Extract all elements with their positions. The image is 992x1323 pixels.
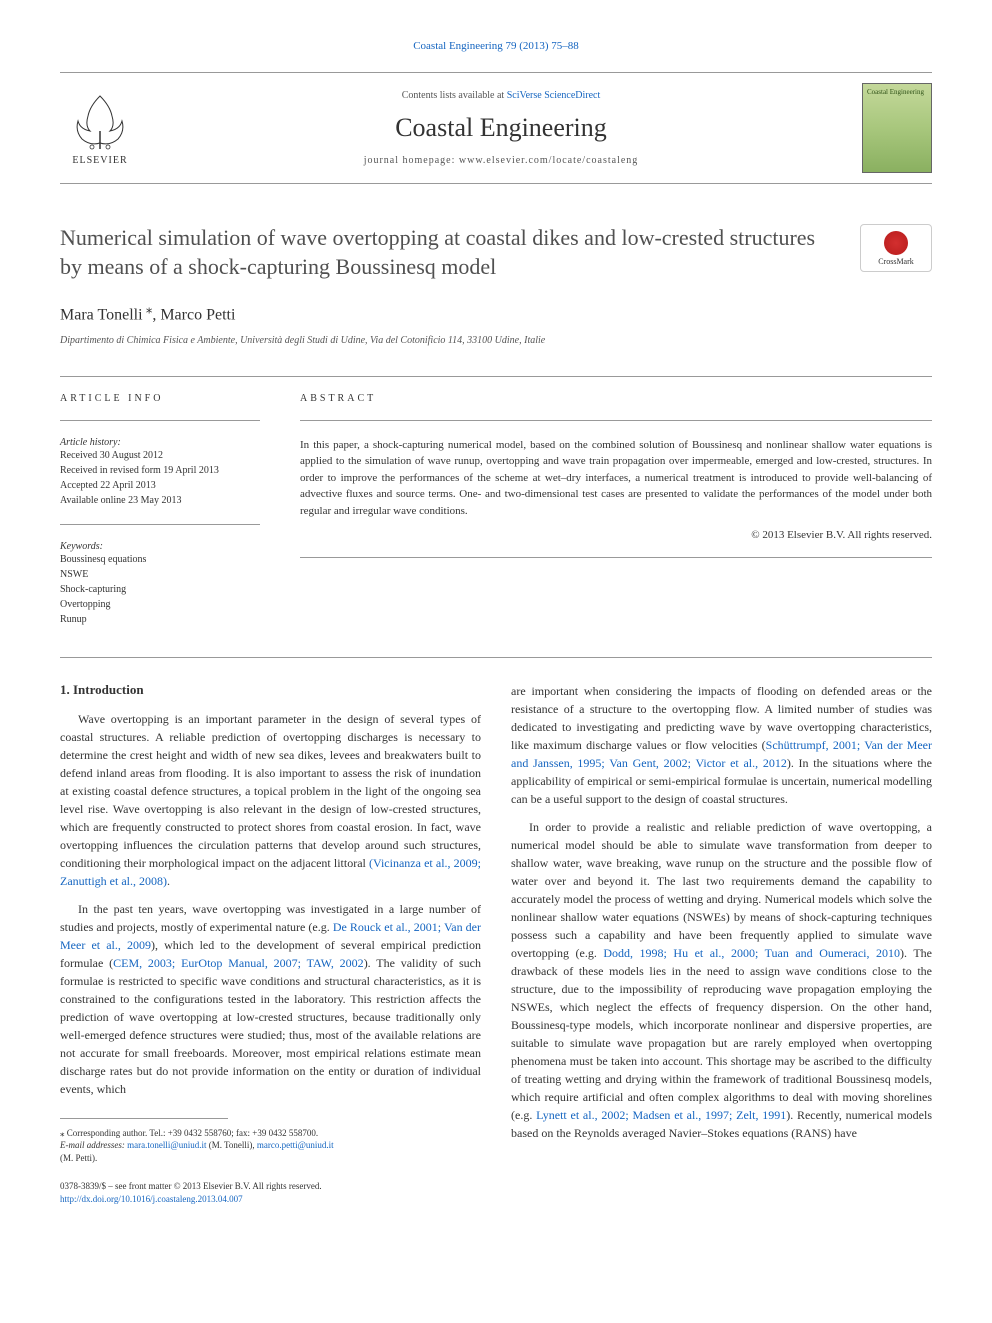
- keyword: Shock-capturing: [60, 582, 260, 597]
- journal-citation-link[interactable]: Coastal Engineering 79 (2013) 75–88: [60, 40, 932, 52]
- history-item: Available online 23 May 2013: [60, 493, 260, 508]
- right-column: are important when considering the impac…: [511, 682, 932, 1206]
- elsevier-tree-icon: [70, 91, 130, 151]
- publisher-name: ELSEVIER: [72, 155, 127, 166]
- email-footnote-name: (M. Petti).: [60, 1152, 481, 1165]
- keyword: Overtopping: [60, 597, 260, 612]
- keyword: Boussinesq equations: [60, 552, 260, 567]
- crossmark-icon: [884, 231, 908, 255]
- email-link[interactable]: mara.tonelli@uniud.it: [127, 1140, 206, 1150]
- keyword: Runup: [60, 612, 260, 627]
- history-item: Received 30 August 2012: [60, 448, 260, 463]
- body-paragraph: In the past ten years, wave overtopping …: [60, 900, 481, 1098]
- scidirect-link[interactable]: SciVerse ScienceDirect: [507, 90, 601, 101]
- doi-link[interactable]: http://dx.doi.org/10.1016/j.coastaleng.2…: [60, 1194, 243, 1204]
- article-info-heading: ARTICLE INFO: [60, 393, 260, 404]
- citation-link[interactable]: Lynett et al., 2002; Madsen et al., 1997…: [536, 1108, 786, 1122]
- citation-link[interactable]: CEM, 2003; EurOtop Manual, 2007; TAW, 20…: [113, 956, 364, 970]
- section-divider: [60, 657, 932, 658]
- journal-header: ELSEVIER Contents lists available at Sci…: [60, 72, 932, 184]
- footer-info: 0378-3839/$ – see front matter © 2013 El…: [60, 1180, 481, 1205]
- keywords-label: Keywords:: [60, 541, 260, 552]
- history-item: Received in revised form 19 April 2013: [60, 463, 260, 478]
- footnote-separator: [60, 1118, 228, 1119]
- corresponding-marker: ⁎: [143, 301, 153, 316]
- journal-name: Coastal Engineering: [140, 113, 862, 143]
- history-label: Article history:: [60, 437, 260, 448]
- contents-line: Contents lists available at SciVerse Sci…: [140, 90, 862, 101]
- affiliation: Dipartimento di Chimica Fisica e Ambient…: [60, 335, 932, 346]
- article-info-panel: ARTICLE INFO Article history: Received 3…: [60, 393, 260, 627]
- abstract-panel: ABSTRACT In this paper, a shock-capturin…: [300, 393, 932, 627]
- body-paragraph: Wave overtopping is an important paramet…: [60, 710, 481, 890]
- crossmark-badge[interactable]: CrossMark: [860, 224, 932, 272]
- body-paragraph: In order to provide a realistic and reli…: [511, 818, 932, 1142]
- publisher-logo[interactable]: ELSEVIER: [60, 83, 140, 173]
- author-name[interactable]: Marco Petti: [160, 307, 235, 324]
- citation-link[interactable]: Dodd, 1998; Hu et al., 2000; Tuan and Ou…: [603, 946, 900, 960]
- section-heading: 1. Introduction: [60, 682, 481, 698]
- author-list: Mara Tonelli ⁎, Marco Petti: [60, 301, 932, 324]
- crossmark-label: CrossMark: [878, 257, 914, 266]
- author-name[interactable]: Mara Tonelli: [60, 307, 143, 324]
- section-divider: [60, 376, 932, 377]
- email-footnote: E-mail addresses: mara.tonelli@uniud.it …: [60, 1139, 481, 1152]
- abstract-copyright: © 2013 Elsevier B.V. All rights reserved…: [300, 529, 932, 541]
- left-column: 1. Introduction Wave overtopping is an i…: [60, 682, 481, 1206]
- article-title: Numerical simulation of wave overtopping…: [60, 224, 932, 281]
- journal-cover-thumbnail[interactable]: Coastal Engineering: [862, 83, 932, 173]
- body-paragraph: are important when considering the impac…: [511, 682, 932, 808]
- journal-homepage[interactable]: journal homepage: www.elsevier.com/locat…: [140, 155, 862, 166]
- issn-line: 0378-3839/$ – see front matter © 2013 El…: [60, 1180, 481, 1193]
- corresponding-footnote: ⁎ Corresponding author. Tel.: +39 0432 5…: [60, 1127, 481, 1140]
- abstract-heading: ABSTRACT: [300, 393, 932, 404]
- abstract-text: In this paper, a shock-capturing numeric…: [300, 437, 932, 520]
- email-link[interactable]: marco.petti@uniud.it: [257, 1140, 334, 1150]
- history-item: Accepted 22 April 2013: [60, 478, 260, 493]
- keyword: NSWE: [60, 567, 260, 582]
